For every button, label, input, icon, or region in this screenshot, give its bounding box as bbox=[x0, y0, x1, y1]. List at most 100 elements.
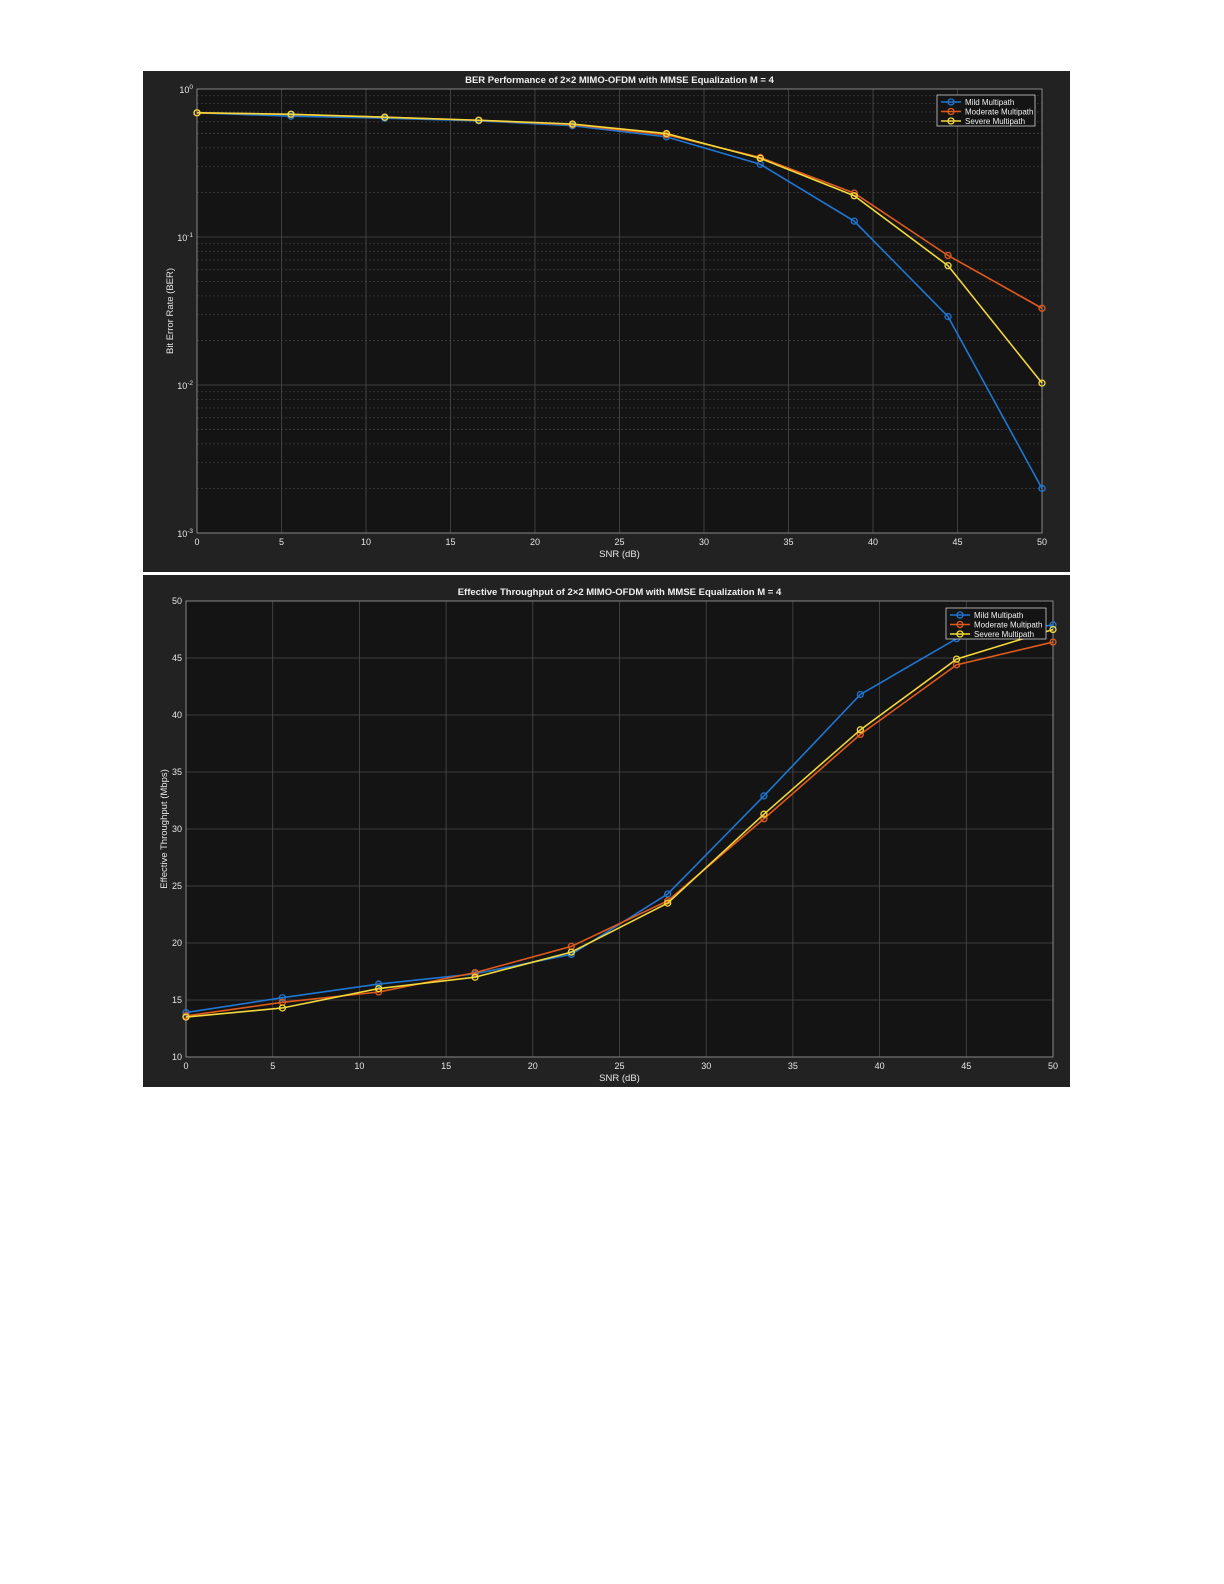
data-point bbox=[374, 984, 383, 993]
data-point bbox=[471, 968, 479, 977]
y-tick-label: 10 bbox=[172, 1052, 182, 1062]
data-point bbox=[182, 1013, 190, 1021]
y-tick-label: 45 bbox=[172, 653, 182, 663]
legend-label: Moderate Multipath bbox=[974, 621, 1042, 630]
x-tick-label: 10 bbox=[354, 1061, 364, 1071]
legend-label: Mild Multipath bbox=[965, 98, 1014, 107]
data-point bbox=[944, 262, 952, 270]
legend-swatch-marker bbox=[947, 117, 955, 125]
y-tick-label: 20 bbox=[172, 938, 182, 948]
data-point bbox=[278, 1004, 287, 1012]
y-tick-label: 100 bbox=[179, 84, 193, 95]
legend-swatch-marker bbox=[956, 620, 964, 629]
legend-swatch-marker bbox=[956, 630, 964, 638]
legend-swatch-marker bbox=[956, 611, 964, 619]
data-point bbox=[850, 192, 858, 200]
y-axis-label: Bit Error Rate (BER) bbox=[165, 268, 176, 354]
series-line-2 bbox=[196, 112, 1043, 384]
x-tick-label: 0 bbox=[194, 537, 199, 547]
legend-swatch-marker bbox=[947, 98, 955, 106]
legend-label: Severe Multipath bbox=[974, 630, 1034, 639]
y-tick-label: 40 bbox=[172, 710, 182, 720]
data-point bbox=[475, 116, 483, 124]
data-point bbox=[471, 973, 479, 981]
x-tick-label: 10 bbox=[361, 537, 371, 547]
x-tick-label: 15 bbox=[445, 537, 455, 547]
series-line-0 bbox=[196, 112, 1043, 489]
x-axis-label: SNR (dB) bbox=[599, 1073, 640, 1084]
data-point bbox=[760, 815, 768, 823]
y-tick-label: 50 bbox=[172, 596, 182, 606]
y-tick-exponent: -2 bbox=[187, 380, 193, 387]
series-line-1 bbox=[185, 641, 1054, 1017]
data-point bbox=[374, 980, 383, 988]
x-tick-label: 45 bbox=[952, 537, 962, 547]
y-tick-label: 30 bbox=[172, 824, 182, 834]
x-tick-label: 20 bbox=[530, 537, 540, 547]
data-point bbox=[278, 994, 287, 1002]
x-tick-label: 5 bbox=[270, 1061, 275, 1071]
x-tick-label: 20 bbox=[528, 1061, 538, 1071]
series-line-2 bbox=[185, 628, 1054, 1018]
data-point bbox=[760, 810, 768, 818]
data-point bbox=[193, 109, 201, 117]
y-tick-exponent: -3 bbox=[187, 528, 193, 535]
data-point bbox=[756, 154, 764, 162]
legend-swatch-marker bbox=[947, 107, 955, 116]
x-tick-label: 25 bbox=[614, 1061, 624, 1071]
data-point bbox=[664, 899, 672, 907]
data-point bbox=[1049, 625, 1057, 634]
x-tick-label: 45 bbox=[961, 1061, 971, 1071]
legend-label: Mild Multipath bbox=[974, 611, 1023, 620]
throughput-chart-figure: 0 5 10 15 20 25 30 35 40 45 50 10 15 20 25 30 35 40 45 50 Ef… bbox=[143, 575, 1070, 1087]
y-tick-base: 10 bbox=[177, 381, 187, 391]
ber-chart-figure: 0 5 10 15 20 25 30 35 40 45 50 100 10-1 10-2 10-3 BER P… bbox=[143, 71, 1070, 572]
y-tick-label: 15 bbox=[172, 995, 182, 1005]
x-tick-label: 30 bbox=[701, 1061, 711, 1071]
x-tick-label: 35 bbox=[783, 537, 793, 547]
data-point bbox=[287, 110, 295, 118]
data-point bbox=[567, 948, 575, 956]
data-point bbox=[1038, 484, 1046, 493]
y-tick-base: 10 bbox=[179, 85, 189, 95]
y-tick-label: 35 bbox=[172, 767, 182, 777]
y-tick-base: 10 bbox=[177, 233, 187, 243]
legend-label: Severe Multipath bbox=[965, 117, 1025, 126]
axes-frame bbox=[185, 600, 1054, 1058]
x-tick-label: 35 bbox=[788, 1061, 798, 1071]
throughput-chart: 0 5 10 15 20 25 30 35 40 45 50 10 15 20 25 30 35 40 45 50 Ef… bbox=[159, 587, 1058, 1084]
data-point bbox=[760, 792, 768, 800]
data-point bbox=[856, 730, 865, 739]
data-point bbox=[850, 217, 858, 225]
data-point bbox=[662, 129, 671, 138]
data-point bbox=[381, 113, 389, 121]
data-point bbox=[856, 690, 865, 699]
data-point bbox=[1038, 379, 1046, 387]
x-tick-label: 5 bbox=[279, 537, 284, 547]
y-tick-label: 10-2 bbox=[177, 380, 193, 391]
x-tick-label: 50 bbox=[1037, 537, 1047, 547]
y-tick-label: 25 bbox=[172, 881, 182, 891]
chart-title: Effective Throughput of 2×2 MIMO-OFDM wi… bbox=[458, 587, 782, 598]
y-tick-exponent: -1 bbox=[187, 232, 193, 239]
y-tick-label: 10-3 bbox=[177, 528, 193, 539]
data-point bbox=[1049, 621, 1057, 629]
data-point bbox=[568, 120, 577, 128]
x-tick-label: 30 bbox=[699, 537, 709, 547]
y-axis-label: Effective Throughput (Mbps) bbox=[159, 769, 170, 889]
data-point bbox=[1038, 304, 1046, 312]
x-tick-label: 50 bbox=[1048, 1061, 1058, 1071]
x-tick-label: 25 bbox=[614, 537, 624, 547]
data-point bbox=[944, 312, 952, 321]
x-tick-label: 40 bbox=[868, 537, 878, 547]
x-axis-label: SNR (dB) bbox=[599, 549, 640, 560]
x-tick-label: 0 bbox=[183, 1061, 188, 1071]
data-point bbox=[1049, 638, 1057, 646]
data-point bbox=[664, 890, 672, 898]
chart-title: BER Performance of 2×2 MIMO-OFDM with MM… bbox=[465, 75, 775, 86]
y-tick-exponent: 0 bbox=[189, 84, 193, 91]
data-point bbox=[944, 251, 952, 260]
y-tick-base: 10 bbox=[177, 529, 187, 539]
x-tick-label: 40 bbox=[875, 1061, 885, 1071]
